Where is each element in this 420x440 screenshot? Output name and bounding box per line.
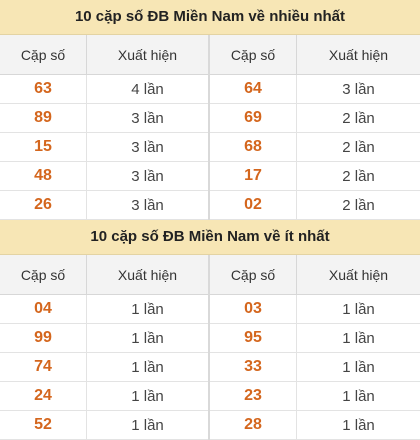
pair-number: 23 bbox=[210, 382, 297, 411]
header-times: Xuất hiện bbox=[87, 255, 210, 295]
pair-number: 15 bbox=[0, 133, 87, 162]
table-header-row: Cặp số Xuất hiện bbox=[210, 35, 420, 75]
pair-number: 64 bbox=[210, 75, 297, 104]
pair-number: 69 bbox=[210, 104, 297, 133]
times-count: 2 lần bbox=[297, 104, 420, 133]
table-header-row: Cặp số Xuất hiện bbox=[0, 255, 209, 295]
header-pair: Cặp số bbox=[210, 255, 297, 295]
header-times: Xuất hiện bbox=[297, 255, 420, 295]
pair-number: 04 bbox=[0, 295, 87, 324]
least-frequent-section: 10 cặp số ĐB Miền Nam về ít nhất Cặp số … bbox=[0, 220, 420, 440]
times-count: 1 lần bbox=[297, 411, 420, 440]
times-count: 1 lần bbox=[297, 324, 420, 353]
times-count: 1 lần bbox=[87, 382, 210, 411]
pair-number: 17 bbox=[210, 162, 297, 191]
times-count: 3 lần bbox=[87, 133, 210, 162]
times-count: 2 lần bbox=[297, 191, 420, 220]
pair-number: 95 bbox=[210, 324, 297, 353]
times-count: 3 lần bbox=[297, 75, 420, 104]
section-title: 10 cặp số ĐB Miền Nam về ít nhất bbox=[0, 220, 420, 255]
pair-number: 63 bbox=[0, 75, 87, 104]
header-times: Xuất hiện bbox=[297, 35, 420, 75]
table-header-row: Cặp số Xuất hiện bbox=[210, 255, 420, 295]
pair-number: 99 bbox=[0, 324, 87, 353]
pair-number: 52 bbox=[0, 411, 87, 440]
pair-number: 28 bbox=[210, 411, 297, 440]
pair-number: 74 bbox=[0, 353, 87, 382]
times-count: 1 lần bbox=[87, 353, 210, 382]
times-count: 3 lần bbox=[87, 162, 210, 191]
header-pair: Cặp số bbox=[0, 35, 87, 75]
pair-number: 24 bbox=[0, 382, 87, 411]
times-count: 1 lần bbox=[87, 411, 210, 440]
times-count: 4 lần bbox=[87, 75, 210, 104]
pair-number: 03 bbox=[210, 295, 297, 324]
times-count: 2 lần bbox=[297, 133, 420, 162]
times-count: 1 lần bbox=[87, 295, 210, 324]
most-frequent-section: 10 cặp số ĐB Miền Nam về nhiều nhất Cặp … bbox=[0, 0, 420, 220]
times-count: 1 lần bbox=[297, 382, 420, 411]
pair-number: 02 bbox=[210, 191, 297, 220]
pair-number: 26 bbox=[0, 191, 87, 220]
pair-number: 89 bbox=[0, 104, 87, 133]
section-title: 10 cặp số ĐB Miền Nam về nhiều nhất bbox=[0, 0, 420, 35]
pair-number: 68 bbox=[210, 133, 297, 162]
times-count: 1 lần bbox=[297, 353, 420, 382]
times-count: 1 lần bbox=[297, 295, 420, 324]
times-count: 3 lần bbox=[87, 104, 210, 133]
times-count: 3 lần bbox=[87, 191, 210, 220]
header-pair: Cặp số bbox=[210, 35, 297, 75]
times-count: 1 lần bbox=[87, 324, 210, 353]
header-pair: Cặp số bbox=[0, 255, 87, 295]
pair-number: 48 bbox=[0, 162, 87, 191]
times-count: 2 lần bbox=[297, 162, 420, 191]
table-header-row: Cặp số Xuất hiện bbox=[0, 35, 209, 75]
pair-number: 33 bbox=[210, 353, 297, 382]
header-times: Xuất hiện bbox=[87, 35, 210, 75]
